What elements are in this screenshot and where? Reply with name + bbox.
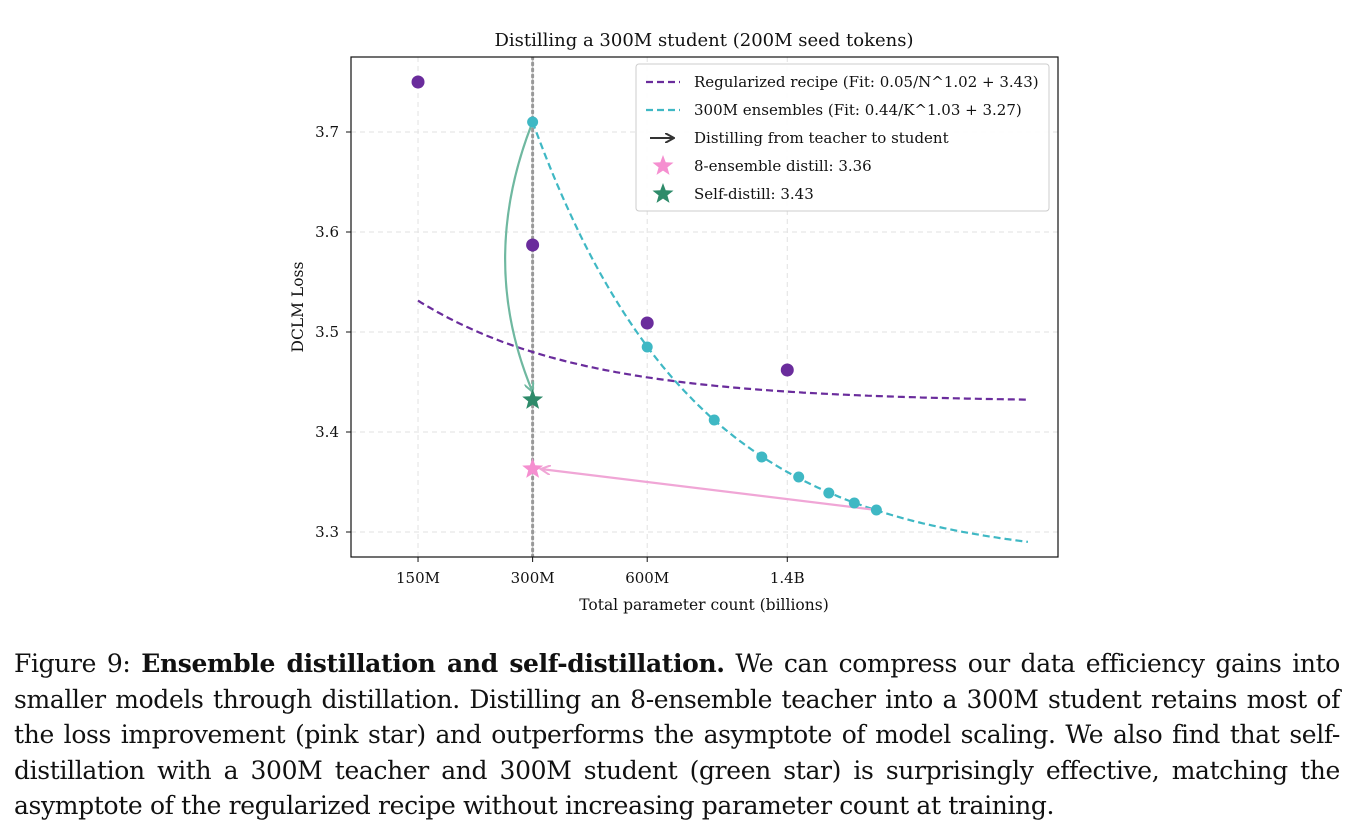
legend-handle-star: [652, 183, 674, 203]
series-1-point: [870, 504, 882, 516]
legend-entry-label: 8-ensemble distill: 3.36: [694, 157, 872, 175]
y-tick-label: 3.7: [315, 123, 339, 141]
chart-figure: 150M 300M 600M 1.4B 3.3 3.4 3.5 3.6 3.7 Distilli…: [289, 30, 1059, 614]
y-tick-label: 3.3: [315, 523, 339, 541]
legend-entry-label: Self-distill: 3.43: [694, 185, 814, 203]
series-0-point: [640, 316, 654, 330]
series-0-point: [526, 238, 540, 252]
y-tick-label: 3.5: [315, 323, 339, 341]
caption-bold-title: Ensemble distillation and self-distillat…: [141, 649, 725, 678]
chart-svg: 150M 300M 600M 1.4B 3.3 3.4 3.5 3.6 3.7 Distilli…: [289, 30, 1059, 614]
series-1-fit-line: [531, 121, 1029, 543]
legend-entry-label: Distilling from teacher to student: [694, 129, 949, 147]
x-axis-title: Total parameter count (billions): [579, 596, 829, 614]
x-tick-label: 300M: [511, 569, 555, 587]
legend-box: [635, 63, 1050, 212]
legend-handle-star: [652, 155, 674, 175]
y-axis-title: DCLM Loss: [289, 262, 307, 353]
legend-entry-label: 300M ensembles (Fit: 0.44/K^1.03 + 3.27): [694, 101, 1022, 119]
series-0-point: [411, 75, 425, 89]
star-marker-1: [522, 389, 544, 409]
caption-body: We can compress our data efficiency gain…: [14, 649, 1340, 821]
figure-caption: Figure 9: Ensemble distillation and self…: [14, 646, 1340, 824]
series-1-point: [641, 341, 653, 353]
series-1-point: [823, 487, 835, 499]
plot-frame: [350, 56, 1059, 558]
series-1-point: [793, 471, 805, 483]
x-tick-label: 1.4B: [770, 569, 805, 587]
plot-layer: [411, 57, 1029, 557]
series-1-point: [708, 414, 720, 426]
caption-lead: Figure 9:: [14, 649, 142, 678]
series-1-point: [756, 451, 768, 463]
series-1-point: [848, 497, 860, 509]
y-tick-label: 3.4: [315, 423, 339, 441]
chart-title: Distilling a 300M student (200M seed tok…: [494, 30, 913, 51]
series-1-point: [527, 116, 539, 128]
x-tick-label: 150M: [396, 569, 440, 587]
axis-layer: 150M 300M 600M 1.4B 3.3 3.4 3.5 3.6 3.7: [315, 123, 805, 587]
series-0-fit-line: [417, 299, 1028, 401]
distill-arrow-1: [504, 121, 533, 392]
series-0-point: [780, 363, 794, 377]
y-tick-label: 3.6: [315, 223, 339, 241]
star-marker-0: [522, 458, 544, 478]
distill-arrow-0: [541, 469, 877, 512]
legend-entry-label: Regularized recipe (Fit: 0.05/N^1.02 + 3…: [694, 73, 1039, 91]
x-tick-label: 600M: [625, 569, 669, 587]
legend: Regularized recipe (Fit: 0.05/N^1.02 + 3…: [635, 63, 1050, 212]
